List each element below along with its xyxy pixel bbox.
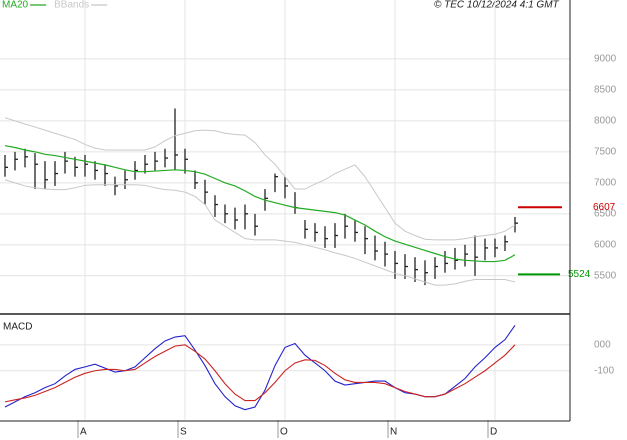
panel-title: MACD <box>3 322 32 333</box>
x-tick-label: D <box>490 427 497 438</box>
y-tick-label: 6000 <box>594 239 617 250</box>
level-label: 6607 <box>593 202 616 213</box>
legend-entry: MA20 <box>2 0 29 11</box>
y-tick-label: 6500 <box>594 208 617 219</box>
y-tick-label: 000 <box>594 339 611 350</box>
indicator-line <box>4 179 516 286</box>
indicator-line <box>4 145 516 263</box>
y-tick-label: 8500 <box>594 85 617 96</box>
legend-entry: BBands <box>54 0 89 11</box>
x-tick-label: O <box>280 427 288 438</box>
x-tick-label: N <box>390 427 397 438</box>
y-tick-label: -100 <box>594 365 614 376</box>
indicator-line <box>4 117 516 241</box>
x-tick-label: A <box>80 427 87 438</box>
x-tick-label: S <box>180 427 187 438</box>
y-tick-label: 5500 <box>594 270 617 281</box>
level-label: 5524 <box>568 269 591 280</box>
y-tick-label: 9000 <box>594 54 617 65</box>
y-tick-label: 7000 <box>594 177 617 188</box>
y-tick-label: 7500 <box>594 146 617 157</box>
y-tick-label: 8000 <box>594 116 617 127</box>
copyright: © TEC 10/12/2024 4:1 GMT <box>434 0 560 11</box>
macd-line <box>4 344 516 403</box>
